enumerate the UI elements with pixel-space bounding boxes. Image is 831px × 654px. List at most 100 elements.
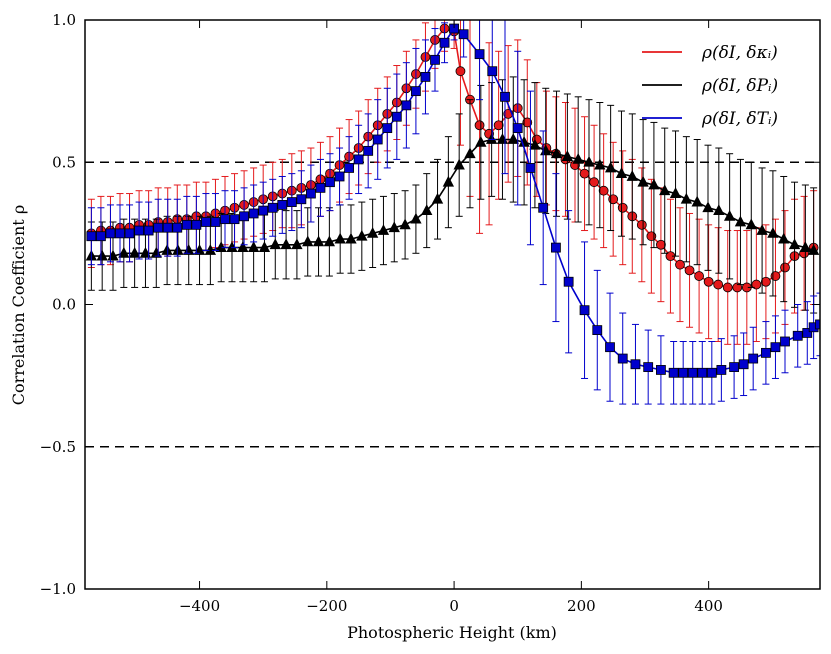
data-point xyxy=(604,161,617,173)
data-point xyxy=(761,276,771,287)
data-point xyxy=(399,218,411,230)
data-point xyxy=(204,244,217,255)
data-point xyxy=(183,244,195,255)
data-point xyxy=(643,362,654,372)
x-axis-label: Photospheric Height (km) xyxy=(347,623,557,642)
x-tick-label: 400 xyxy=(694,597,723,615)
legend: ρ(δI, δκᵢ) ρ(δI, δPᵢ) ρ(δI, δTᵢ) xyxy=(642,43,778,129)
data-point xyxy=(269,238,281,250)
data-point xyxy=(617,202,628,213)
data-point xyxy=(745,218,757,230)
data-point xyxy=(411,86,421,97)
data-point xyxy=(201,217,211,227)
data-point xyxy=(706,367,717,378)
data-point xyxy=(551,242,561,253)
data-point xyxy=(105,228,116,239)
data-point xyxy=(372,134,383,145)
data-point xyxy=(325,177,335,188)
data-point xyxy=(687,367,698,378)
data-point xyxy=(500,91,510,102)
data-point xyxy=(668,367,679,378)
data-point xyxy=(583,155,595,167)
data-point xyxy=(756,224,768,235)
data-point xyxy=(684,265,695,276)
legend-label: ρ(δI, δκᵢ) xyxy=(701,43,778,63)
data-point xyxy=(344,163,354,173)
data-point xyxy=(636,219,647,230)
data-point xyxy=(181,219,192,230)
data-point xyxy=(780,262,790,273)
data-point xyxy=(323,235,336,247)
data-point xyxy=(770,271,781,281)
data-point xyxy=(86,231,97,242)
data-point xyxy=(788,238,801,250)
data-point xyxy=(312,235,325,247)
data-point xyxy=(134,225,144,236)
x-tick-label: 200 xyxy=(567,597,596,615)
y-tick-label: −0.5 xyxy=(40,438,76,456)
data-point xyxy=(366,227,379,238)
data-point xyxy=(377,224,390,235)
data-point xyxy=(487,66,498,77)
x-tick-label: 0 xyxy=(449,597,459,615)
data-point xyxy=(815,319,820,330)
data-point xyxy=(507,133,519,144)
data-point xyxy=(550,147,563,159)
data-point xyxy=(722,282,733,293)
data-point xyxy=(572,153,584,164)
data-point xyxy=(594,158,606,170)
data-point xyxy=(563,276,574,287)
data-point xyxy=(286,197,297,207)
data-point xyxy=(716,365,727,375)
axis-ticks: −400 −200 0 200 400 −1.0 −0.5 0.0 0.5 1.0 xyxy=(40,11,820,615)
data-point xyxy=(748,353,759,364)
data-point xyxy=(592,325,603,336)
y-tick-label: 0.0 xyxy=(52,296,76,314)
data-point xyxy=(648,178,660,190)
data-point xyxy=(485,133,498,144)
data-point xyxy=(691,195,703,207)
data-point xyxy=(239,211,249,222)
data-point xyxy=(401,100,412,111)
data-point xyxy=(538,202,549,213)
plot-frame xyxy=(84,19,821,590)
data-point xyxy=(529,138,541,150)
data-point xyxy=(306,188,316,199)
data-point xyxy=(391,111,402,122)
data-point xyxy=(589,177,599,188)
data-point xyxy=(579,168,590,179)
data-point xyxy=(656,365,666,375)
data-point xyxy=(431,192,444,204)
data-point xyxy=(675,259,685,270)
data-point xyxy=(734,215,747,227)
data-layer xyxy=(85,20,820,405)
data-point xyxy=(475,135,487,147)
data-point xyxy=(608,194,619,205)
data-point xyxy=(474,120,485,131)
data-point xyxy=(210,217,221,227)
data-point xyxy=(410,212,422,224)
data-point xyxy=(115,228,125,239)
legend-label: ρ(δI, δPᵢ) xyxy=(701,76,778,96)
data-point xyxy=(237,241,249,253)
data-point xyxy=(493,120,504,131)
data-point xyxy=(659,184,671,196)
data-point xyxy=(143,225,154,236)
data-point xyxy=(723,209,736,221)
data-point xyxy=(128,246,141,258)
data-point xyxy=(453,158,465,170)
data-point xyxy=(738,359,749,370)
data-point xyxy=(193,244,206,255)
data-point xyxy=(697,367,708,378)
data-point xyxy=(694,271,704,281)
plot-area xyxy=(84,19,821,590)
data-point xyxy=(139,246,152,258)
data-point xyxy=(258,205,269,216)
data-point xyxy=(258,241,271,253)
data-point xyxy=(579,305,590,316)
data-point xyxy=(455,66,466,77)
data-point xyxy=(458,29,469,40)
data-point xyxy=(162,222,173,233)
data-point xyxy=(617,353,628,364)
data-point xyxy=(153,222,164,233)
